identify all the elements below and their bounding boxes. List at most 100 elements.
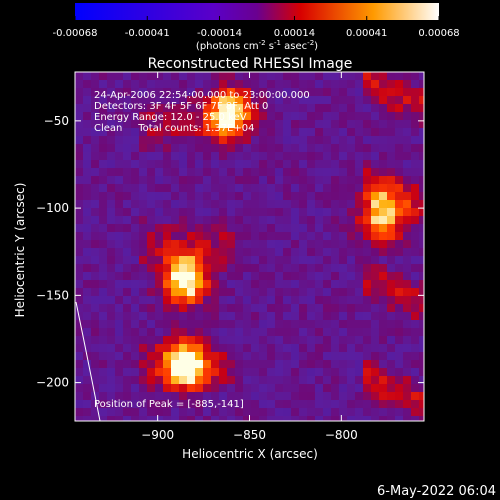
heatmap-cell	[179, 320, 188, 329]
heatmap-cell	[363, 168, 372, 177]
heatmap-cell	[299, 336, 308, 345]
heatmap-cell	[339, 176, 348, 185]
heatmap-cell	[211, 72, 220, 81]
heatmap-cell	[107, 288, 116, 297]
heatmap-cell	[139, 336, 148, 345]
heatmap-cell	[331, 392, 340, 401]
heatmap-cell	[99, 88, 108, 97]
heatmap-cell	[243, 96, 252, 105]
heatmap-cell	[403, 408, 412, 417]
heatmap-cell	[251, 384, 260, 393]
heatmap-cell	[195, 368, 204, 377]
heatmap-cell	[363, 272, 372, 281]
heatmap-cell	[259, 392, 268, 401]
heatmap-cell	[115, 88, 124, 97]
heatmap-cell	[195, 304, 204, 313]
heatmap-cell	[107, 256, 116, 265]
heatmap-cell	[163, 200, 172, 209]
heatmap-cell	[179, 168, 188, 177]
heatmap-cell	[323, 264, 332, 273]
heatmap-cell	[235, 416, 244, 421]
heatmap-cell	[195, 88, 204, 97]
heatmap-cell	[171, 136, 180, 145]
heatmap-cell	[259, 120, 268, 129]
heatmap-cell	[131, 128, 140, 137]
heatmap-cell	[283, 80, 292, 89]
heatmap-cell	[259, 416, 268, 421]
heatmap-cell	[251, 344, 260, 353]
heatmap-cell	[235, 72, 244, 81]
heatmap-cell	[219, 80, 228, 89]
heatmap-cell	[123, 280, 132, 289]
heatmap-cell	[187, 224, 196, 233]
heatmap-cell	[355, 152, 364, 161]
heatmap-cell	[219, 368, 228, 377]
heatmap-cell	[163, 352, 172, 361]
heatmap-cell	[411, 200, 420, 209]
heatmap-cell	[203, 96, 212, 105]
heatmap-cell	[395, 264, 404, 273]
heatmap-cell	[195, 208, 204, 217]
heatmap-cell	[363, 376, 372, 385]
heatmap-cell	[283, 376, 292, 385]
heatmap-cell	[419, 216, 424, 225]
heatmap-cell	[147, 160, 156, 169]
heatmap-cell	[259, 192, 268, 201]
heatmap-cell	[203, 416, 212, 421]
heatmap-cell	[347, 328, 356, 337]
heatmap-cell	[155, 320, 164, 329]
heatmap-cell	[251, 208, 260, 217]
heatmap-cell	[363, 232, 372, 241]
heatmap-cell	[211, 88, 220, 97]
heatmap-cell	[147, 288, 156, 297]
heatmap-cell	[371, 104, 380, 113]
heatmap-cell	[243, 216, 252, 225]
heatmap-cell	[235, 352, 244, 361]
heatmap-cell	[275, 200, 284, 209]
heatmap-cell	[323, 304, 332, 313]
heatmap-cell	[139, 392, 148, 401]
heatmap-cell	[419, 384, 424, 393]
heatmap-cell	[219, 256, 228, 265]
heatmap-cell	[211, 216, 220, 225]
heatmap-cell	[387, 304, 396, 313]
heatmap-cell	[195, 264, 204, 273]
heatmap-cell	[331, 216, 340, 225]
heatmap-cell	[195, 232, 204, 241]
heatmap-cell	[235, 368, 244, 377]
heatmap-cell	[259, 352, 268, 361]
heatmap-cell	[107, 328, 116, 337]
heatmap-cell	[403, 320, 412, 329]
heatmap-cell	[323, 152, 332, 161]
heatmap-cell	[147, 72, 156, 81]
heatmap-cell	[259, 200, 268, 209]
heatmap-cell	[171, 232, 180, 241]
heatmap-cell	[99, 320, 108, 329]
heatmap-cell	[219, 360, 228, 369]
heatmap-cell	[411, 280, 420, 289]
heatmap-cell	[227, 352, 236, 361]
heatmap-cell	[171, 208, 180, 217]
heatmap-cell	[91, 296, 100, 305]
heatmap-cell	[187, 120, 196, 129]
heatmap-cell	[243, 296, 252, 305]
heatmap-cell	[195, 336, 204, 345]
heatmap-cell	[339, 320, 348, 329]
heatmap-cell	[83, 144, 92, 153]
heatmap-cell	[139, 248, 148, 257]
heatmap-cell	[283, 104, 292, 113]
heatmap-cell	[243, 192, 252, 201]
heatmap-cell	[211, 264, 220, 273]
heatmap-cell	[83, 376, 92, 385]
heatmap-cell	[315, 192, 324, 201]
heatmap-cell	[219, 240, 228, 249]
heatmap-cell	[267, 240, 276, 249]
heatmap-cell	[323, 104, 332, 113]
heatmap-cell	[147, 416, 156, 421]
heatmap-cell	[147, 216, 156, 225]
heatmap-cell	[275, 392, 284, 401]
heatmap-cell	[147, 200, 156, 209]
heatmap-cell	[171, 240, 180, 249]
heatmap-cell	[291, 208, 300, 217]
heatmap-cell	[219, 208, 228, 217]
